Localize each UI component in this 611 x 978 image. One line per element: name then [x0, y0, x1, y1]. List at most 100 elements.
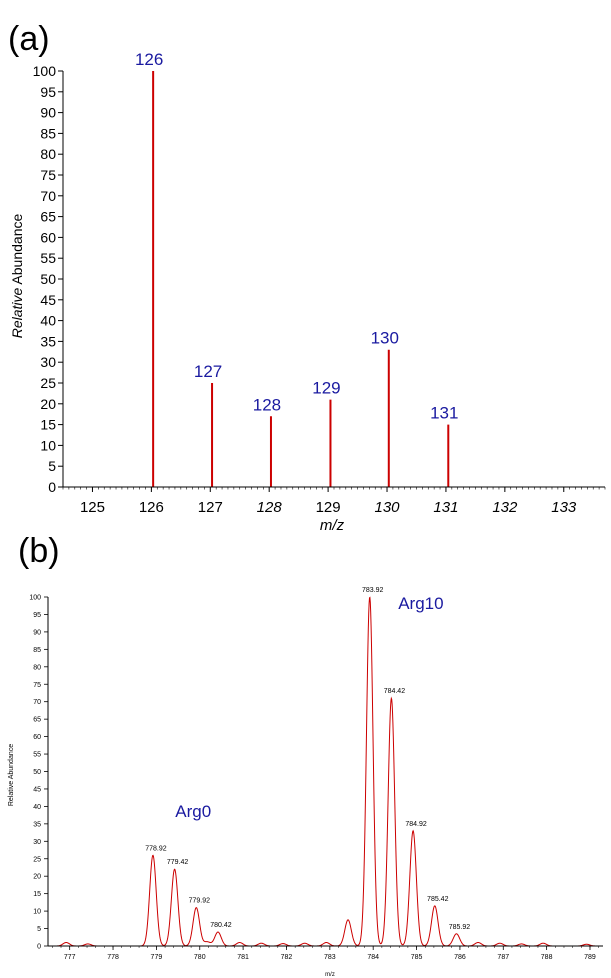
panel-b-x-tick-label: 780: [194, 954, 206, 961]
panel-b-y-tick-label: 35: [33, 821, 41, 828]
panel-b-peak-label: 779.42: [167, 859, 189, 866]
panel-b-y-tick-label: 75: [33, 682, 41, 689]
panel-a-x-tick-label: 125: [80, 499, 105, 516]
panel-b-x-tick-label: 782: [281, 954, 293, 961]
panel-a-y-ticks: 0 5 10 15 20 25 30 35 40 45 50 55 60 65 70 75 80 85 90 95 10…: [33, 63, 63, 495]
panel-a-y-tick-label: 15: [40, 417, 56, 433]
panel-b-y-tick-label: 15: [33, 891, 41, 898]
panel-a-y-tick-label: 30: [40, 354, 56, 370]
panel-a-y-tick-label: 85: [40, 125, 56, 141]
panel-b-peak-label: 784.92: [405, 821, 427, 828]
panel-b-y-tick-label: 40: [33, 804, 41, 811]
panel-a-y-tick-label: 90: [40, 105, 56, 121]
panel-b-y-tick-label: 65: [33, 717, 41, 724]
panel-a-y-tick-label: 0: [48, 479, 56, 495]
panel-a-x-tick-label: 131: [433, 499, 458, 516]
panel-a-y-tick-label: 10: [40, 437, 56, 453]
panel-b-y-axis-label: Relative Abundance: [8, 744, 15, 806]
panel-a-chart: (a) Relative Abundance m/z 0 5 10 15 20 25 30 3…: [8, 20, 606, 534]
panel-a-y-tick-label: 40: [40, 313, 56, 329]
panel-b-y-tick-label: 60: [33, 734, 41, 741]
panel-b-y-tick-label: 45: [33, 786, 41, 793]
panel-b-y-tick-label: 30: [33, 839, 41, 846]
panel-a-x-tick-label: 128: [257, 499, 283, 516]
panel-b-y-tick-label: 25: [33, 856, 41, 863]
panel-b-x-tick-label: 783: [324, 954, 336, 961]
panel-a-x-axis-label: m/z: [320, 517, 345, 534]
panel-a-y-tick-label: 95: [40, 84, 56, 100]
panel-b-label: (b): [18, 532, 60, 570]
panel-b-peak-label: 779.92: [189, 898, 211, 905]
panel-b-x-tick-label: 779: [151, 954, 163, 961]
panel-b-x-tick-label: 785: [411, 954, 423, 961]
panel-b-x-tick-label: 788: [541, 954, 553, 961]
panel-a-y-axis-label-rest: Abundance: [9, 214, 25, 288]
panel-b-annotation: Arg0: [175, 802, 211, 821]
panel-a-y-tick-label: 25: [40, 375, 56, 391]
panel-a-peak-label: 128: [253, 395, 281, 414]
panel-a-y-tick-label: 5: [48, 458, 56, 474]
panel-b-y-tick-label: 20: [33, 874, 41, 881]
panel-b-x-tick-label: 787: [497, 954, 509, 961]
panel-a-y-tick-label: 70: [40, 188, 56, 204]
panel-a-y-tick-label: 55: [40, 250, 56, 266]
panel-b-annotations: Arg0 Arg10: [175, 594, 443, 821]
panel-a-x-tick-label: 133: [551, 499, 577, 516]
panel-b-x-tick-label: 778: [107, 954, 119, 961]
panel-a-peak-label: 127: [194, 362, 222, 381]
panel-a-y-tick-label: 65: [40, 209, 56, 225]
panel-b-chart: (b) Relative Abundance m/z 0 5 10 15 20 25 30 3…: [8, 532, 603, 978]
panel-b-y-tick-label: 95: [33, 612, 41, 619]
panel-a-peak-label: 129: [312, 379, 340, 398]
panel-a-y-axis-label-italic: Relative: [9, 287, 25, 338]
panel-a-y-tick-label: 80: [40, 146, 56, 162]
panel-a-x-tick-label: 126: [139, 499, 164, 516]
panel-a-peaks: [152, 71, 450, 487]
panel-b-x-axis-label: m/z: [325, 972, 335, 978]
panel-b-y-tick-label: 0: [37, 944, 41, 951]
panel-a-y-tick-label: 100: [33, 63, 57, 79]
panel-b-annotation: Arg10: [398, 594, 443, 613]
panel-b-peak-label: 778.92: [145, 845, 167, 852]
panel-a-y-axis-label: Relative Abundance: [9, 214, 25, 339]
panel-b-x-tick-label: 777: [64, 954, 76, 961]
panel-a-peak-labels: 126 127 128 129 130 131: [135, 50, 459, 423]
panel-b-y-tick-label: 70: [33, 699, 41, 706]
panel-b-y-tick-label: 100: [29, 595, 41, 602]
panel-b-y-tick-label: 85: [33, 647, 41, 654]
panel-b-y-tick-label: 55: [33, 752, 41, 759]
panel-b-y-tick-label: 90: [33, 629, 41, 636]
panel-a-x-tick-label: 132: [492, 499, 518, 516]
panel-a-x-ticks: 125 126 127 128 129 130 131 132 133: [62, 487, 606, 516]
panel-b-spectrum-trace: [48, 596, 603, 947]
panel-b-peak-label: 783.92: [362, 587, 384, 594]
panel-a-peak-label: 130: [371, 329, 399, 348]
panel-a-y-tick-label: 50: [40, 271, 56, 287]
panel-a-y-tick-label: 20: [40, 396, 56, 412]
panel-a-y-tick-label: 35: [40, 333, 56, 349]
panel-a-y-tick-label: 60: [40, 229, 56, 245]
panel-a-x-tick-label: 130: [375, 499, 401, 516]
panel-b-y-tick-label: 10: [33, 909, 41, 916]
panel-b-peak-label: 784.42: [384, 688, 406, 695]
panel-b-x-tick-label: 781: [237, 954, 249, 961]
panel-b-peak-label: 785.92: [449, 924, 471, 931]
panel-a-x-tick-label: 127: [198, 499, 223, 516]
panel-a-peak-label: 131: [430, 404, 458, 423]
panel-b-x-ticks: 777 778 779 780 781 782 783 784 785 786 787 788 789: [52, 946, 599, 961]
panel-b-peak-label: 780.42: [210, 922, 232, 929]
panel-b-peak-label: 785.42: [427, 896, 449, 903]
panel-a-y-tick-label: 45: [40, 292, 56, 308]
panel-b-y-ticks: 0 5 10 15 20 25 30 35 40 45 50 55 60 65 70 75 80 85 90 95 10…: [29, 595, 48, 951]
panel-b-y-tick-label: 80: [33, 664, 41, 671]
panel-b-y-tick-label: 50: [33, 769, 41, 776]
panel-b-x-tick-label: 786: [454, 954, 466, 961]
panel-a-peak-label: 126: [135, 50, 163, 69]
panel-b-y-tick-label: 5: [37, 926, 41, 933]
panel-a-x-tick-label: 129: [316, 499, 341, 516]
panel-b-x-tick-label: 789: [584, 954, 596, 961]
panel-b-x-tick-label: 784: [367, 954, 379, 961]
panel-a-label: (a): [8, 20, 50, 58]
